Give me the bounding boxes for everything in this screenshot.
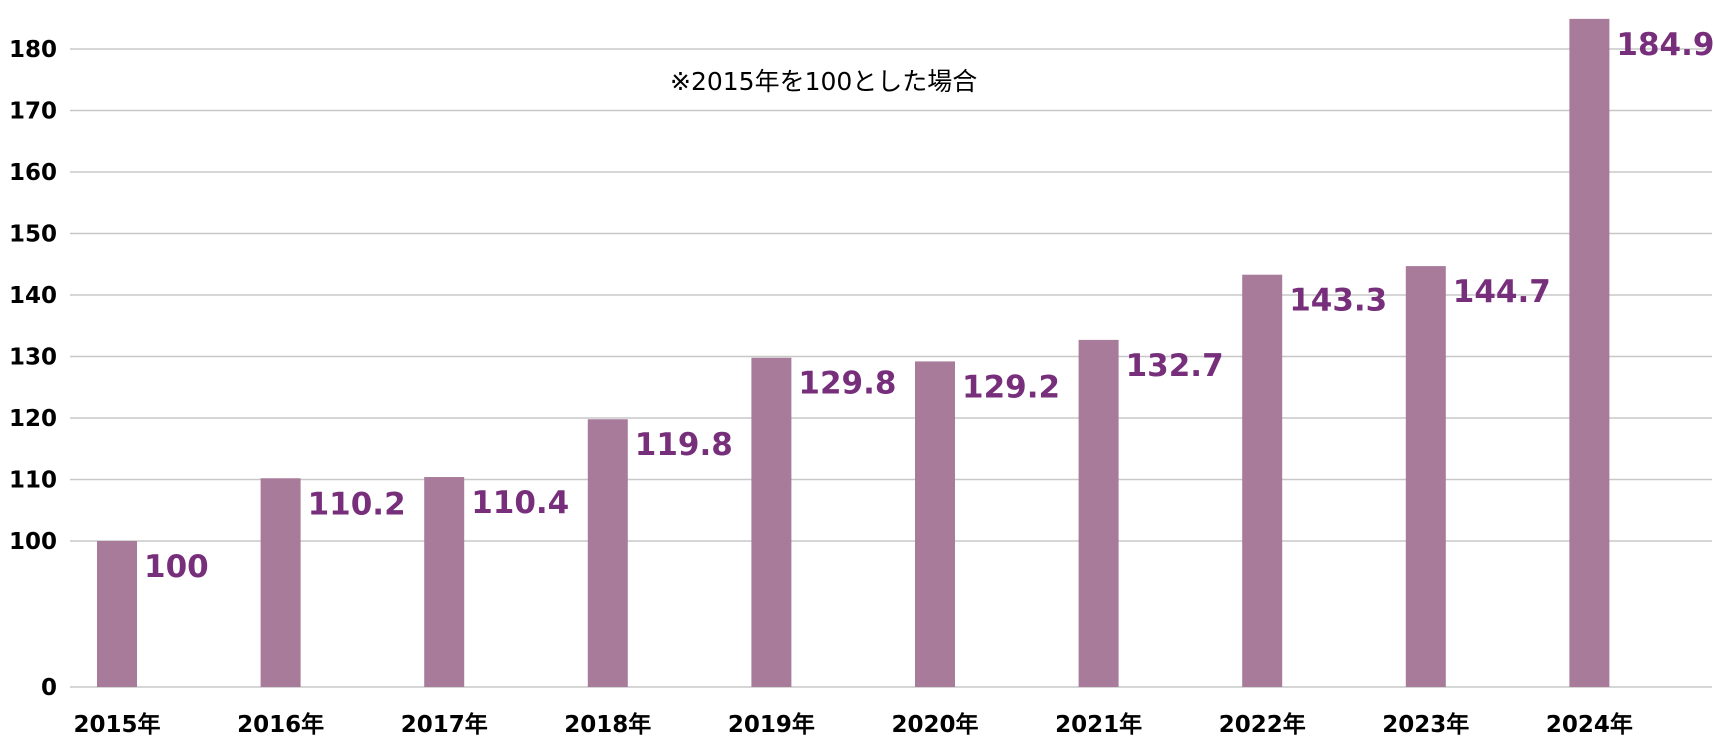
- x-tick-label-2021年: 2021年: [1055, 711, 1142, 738]
- y-tick-label-120: 120: [9, 406, 57, 432]
- bar-2022年: [1242, 274, 1283, 687]
- data-label-2021年: 132.7: [1126, 348, 1224, 384]
- x-tick-label-2024年: 2024年: [1546, 711, 1633, 738]
- y-tick-label-0: 0: [41, 675, 57, 701]
- bar-2016年: [260, 478, 301, 687]
- bar-2021年: [1078, 339, 1119, 687]
- data-label-2022年: 143.3: [1289, 283, 1387, 319]
- data-label-2020年: 129.2: [962, 369, 1060, 405]
- data-label-2015年: 100: [144, 549, 209, 585]
- bar-2023年: [1405, 266, 1446, 687]
- y-tick-label-180: 180: [9, 37, 57, 63]
- x-axis-ticks: 2015年 2016年 2017年 2018年 2019年 2020年 2021年 2022年…: [73, 711, 1632, 738]
- bars: [97, 18, 1610, 688]
- data-label-2024年: 184.9: [1616, 27, 1714, 63]
- x-tick-label-2017年: 2017年: [401, 711, 488, 738]
- y-tick-label-130: 130: [9, 345, 57, 371]
- y-tick-label-110: 110: [9, 468, 57, 494]
- data-label-2019年: 129.8: [798, 366, 896, 402]
- x-tick-label-2016年: 2016年: [237, 711, 324, 738]
- x-tick-label-2015年: 2015年: [73, 711, 160, 738]
- data-label-2016年: 110.2: [308, 486, 406, 522]
- bar-2020年: [915, 361, 955, 687]
- x-tick-label-2022年: 2022年: [1219, 711, 1306, 738]
- bar-2015年: [97, 541, 137, 687]
- x-tick-label-2018年: 2018年: [564, 711, 651, 738]
- bar-2024年: [1569, 18, 1610, 688]
- bar-2019年: [751, 357, 792, 687]
- x-tick-label-2019年: 2019年: [728, 711, 815, 738]
- data-label-2023年: 144.7: [1453, 274, 1551, 310]
- bar-2017年: [424, 477, 465, 687]
- y-axis-ticks: 0 100 110 120 130 140 150 160 170 180: [9, 37, 57, 701]
- chart-annotation: ※2015年を100とした場合: [670, 67, 977, 96]
- y-tick-label-170: 170: [9, 99, 57, 125]
- data-label-2017年: 110.4: [471, 485, 569, 521]
- gridlines: [70, 48, 1712, 688]
- y-tick-label-160: 160: [9, 160, 57, 186]
- data-label-2018年: 119.8: [635, 427, 733, 463]
- x-tick-label-2023年: 2023年: [1382, 711, 1469, 738]
- x-tick-label-2020年: 2020年: [891, 711, 978, 738]
- bar-2018年: [587, 419, 628, 687]
- y-tick-label-140: 140: [9, 283, 57, 309]
- data-labels: 100 110.2 110.4 119.8 129.8 129.2 132.7 143.3 14…: [144, 27, 1714, 585]
- y-tick-label-100: 100: [9, 529, 57, 555]
- y-tick-label-150: 150: [9, 222, 57, 248]
